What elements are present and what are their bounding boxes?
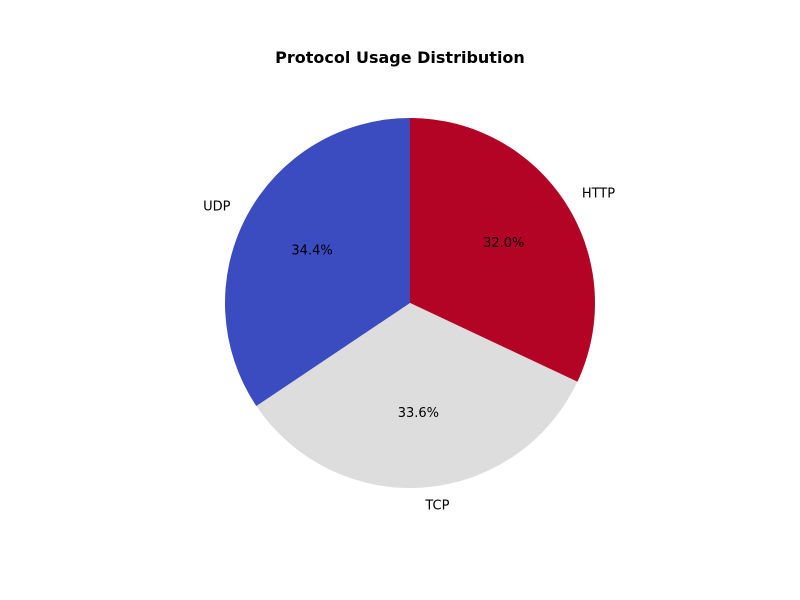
- pie-pct-label-http: 32.0%: [483, 236, 524, 251]
- pie-label-http: HTTP: [582, 186, 615, 201]
- pie-slice-http: [410, 118, 595, 382]
- pie-label-tcp: TCP: [424, 498, 449, 513]
- chart-title: Protocol Usage Distribution: [275, 48, 525, 67]
- pie-slice-tcp: [256, 303, 578, 489]
- pie-pct-label-tcp: 33.6%: [398, 406, 439, 421]
- pie-label-udp: UDP: [203, 200, 231, 215]
- pie-slice-udp: [224, 118, 410, 407]
- pie-pct-label-udp: 34.4%: [291, 243, 332, 258]
